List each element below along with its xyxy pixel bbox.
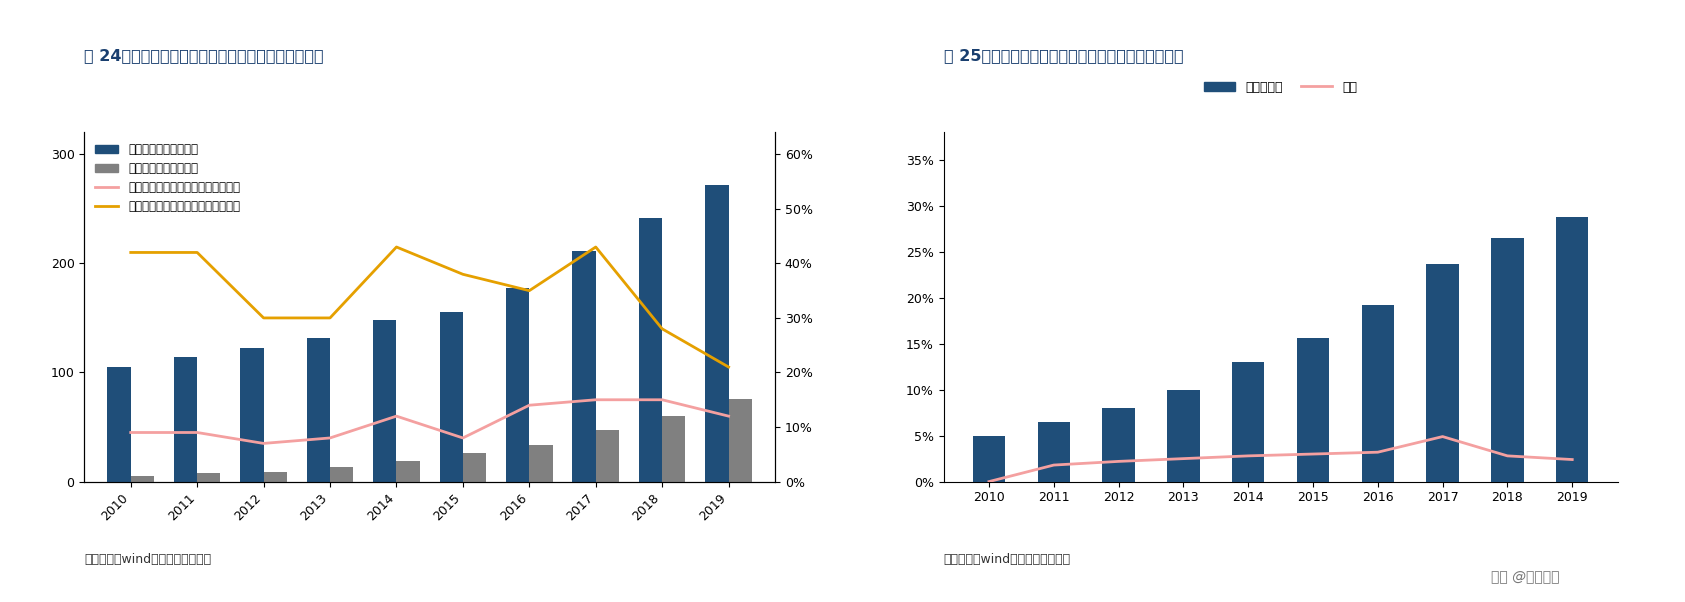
Legend: 全球工业机器人保有量, 中国工业机器人保有量, 全球工业机器人保有量增速（右轴）, 中国工业机器人保有量增速（右轴）: 全球工业机器人保有量, 中国工业机器人保有量, 全球工业机器人保有量增速（右轴）…	[91, 138, 244, 217]
Bar	[529, 444, 553, 482]
Bar	[174, 357, 197, 482]
Bar	[1491, 238, 1523, 482]
Text: 资料来源：wind，民生证券研究院: 资料来源：wind，民生证券研究院	[944, 553, 1070, 566]
Bar	[1038, 422, 1070, 482]
Bar	[197, 473, 221, 482]
Bar	[440, 312, 463, 482]
Bar	[372, 320, 396, 482]
Bar	[1102, 408, 1134, 482]
Bar	[1168, 389, 1200, 482]
Text: 资料来源：wind，民生证券研究院: 资料来源：wind，民生证券研究院	[84, 553, 211, 566]
Bar	[330, 467, 354, 482]
Bar	[706, 185, 728, 482]
Bar	[596, 430, 618, 482]
Bar	[131, 476, 153, 482]
Bar	[1297, 338, 1329, 482]
Bar	[972, 436, 1006, 482]
Text: 图 25：全球和国内工业机器人保有量（单位：万台）: 图 25：全球和国内工业机器人保有量（单位：万台）	[944, 48, 1183, 63]
Bar	[728, 399, 752, 482]
Bar	[506, 288, 529, 482]
Bar	[108, 367, 131, 482]
Bar	[639, 217, 662, 482]
Bar	[662, 416, 686, 482]
Bar	[263, 472, 286, 482]
Bar	[307, 338, 330, 482]
Bar	[241, 349, 263, 482]
Bar	[1427, 264, 1459, 482]
Text: 图 24：全球和国内工业机器人保有量（单位：万台）: 图 24：全球和国内工业机器人保有量（单位：万台）	[84, 48, 324, 63]
Bar	[1555, 217, 1589, 482]
Legend: 保有量占比, 增速: 保有量占比, 增速	[1198, 76, 1363, 99]
Bar	[463, 453, 487, 482]
Bar	[1232, 362, 1264, 482]
Text: 头条 @远瞻智库: 头条 @远瞻智库	[1491, 570, 1560, 584]
Bar	[396, 461, 420, 482]
Bar	[1361, 305, 1393, 482]
Bar	[573, 252, 596, 482]
